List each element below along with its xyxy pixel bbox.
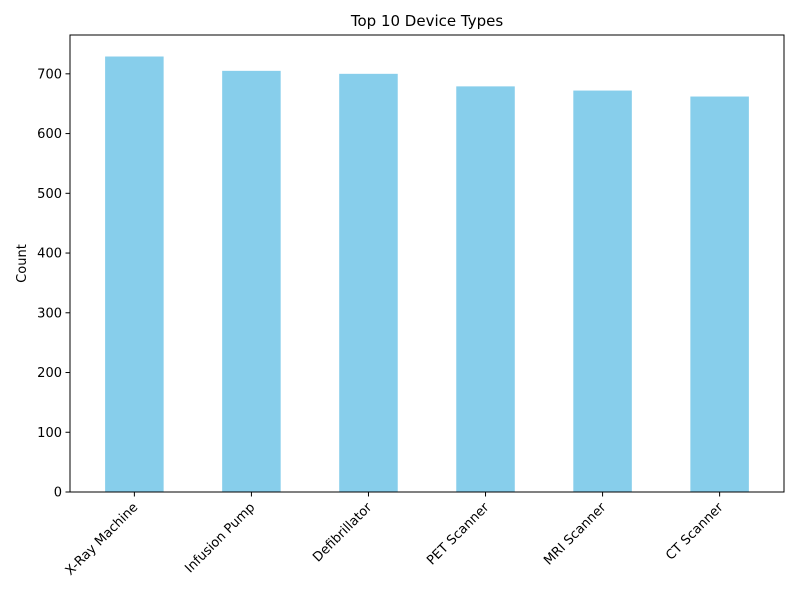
y-tick-label: 700 bbox=[37, 67, 62, 82]
x-tick-label: MRI Scanner bbox=[541, 500, 610, 569]
y-tick-label: 500 bbox=[37, 187, 62, 202]
x-axis-ticks: X-Ray Machine Infusion Pump Defibrillator P… bbox=[63, 492, 727, 579]
plot-frame bbox=[69, 34, 785, 493]
x-tick-label: Infusion Pump bbox=[182, 500, 258, 576]
bar-1 bbox=[105, 56, 164, 492]
bars-layer bbox=[105, 56, 749, 492]
x-tick-label: X-Ray Machine bbox=[63, 500, 141, 578]
y-axis-label: Count bbox=[15, 244, 30, 283]
bar-6 bbox=[690, 96, 749, 492]
bar-5 bbox=[573, 90, 632, 492]
y-tick-label: 600 bbox=[37, 127, 62, 142]
bar-4 bbox=[456, 86, 515, 492]
chart-title: Top 10 Device Types bbox=[350, 12, 503, 30]
x-tick-label: PET Scanner bbox=[424, 500, 493, 569]
axes-layer bbox=[69, 34, 785, 493]
y-tick-label: 0 bbox=[54, 486, 62, 501]
bar-3 bbox=[339, 73, 398, 492]
x-tick-label: Defibrillator bbox=[310, 500, 376, 566]
y-tick-label: 200 bbox=[37, 366, 62, 381]
x-tick-label: CT Scanner bbox=[663, 500, 727, 564]
y-tick-label: 100 bbox=[37, 426, 62, 441]
y-tick-label: 300 bbox=[37, 306, 62, 321]
bar-2 bbox=[222, 70, 281, 492]
y-tick-label: 400 bbox=[37, 247, 62, 262]
y-axis-ticks: 0 100 200 300 400 500 600 700 bbox=[37, 67, 70, 501]
